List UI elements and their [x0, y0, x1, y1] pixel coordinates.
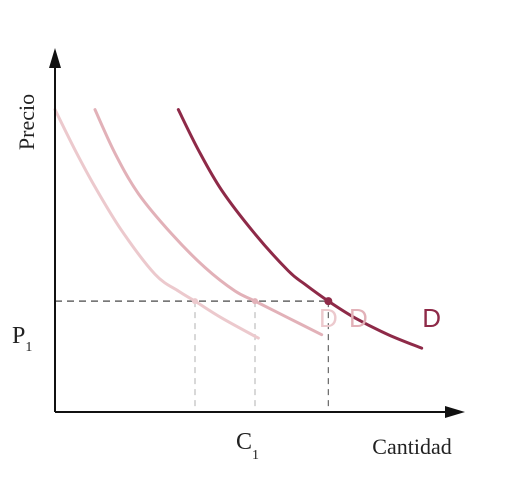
axes	[49, 48, 465, 418]
price-level-subscript: 1	[25, 340, 32, 355]
demand-curve-faint	[53, 108, 260, 340]
demand-curve-label: D	[349, 303, 368, 333]
demand-curve-main	[176, 108, 424, 350]
demand-curve-light	[93, 108, 324, 337]
guide-lines	[55, 300, 329, 412]
y-axis-arrow-icon	[49, 48, 61, 68]
demand-curves	[53, 108, 424, 350]
price-level-label: P1	[12, 323, 32, 355]
intersection-point	[192, 298, 198, 305]
intersection-point	[324, 297, 333, 306]
intersection-point	[252, 298, 258, 305]
demand-curve-label: D	[422, 303, 441, 333]
quantity-level-subscript: 1	[252, 448, 259, 463]
y-axis-label: Precio	[14, 94, 39, 150]
intersection-points	[192, 297, 333, 306]
demand-curve-label: D	[319, 303, 338, 333]
quantity-level-label: C1	[236, 429, 259, 463]
x-axis-label: Cantidad	[372, 434, 451, 459]
price-level-letter: P	[12, 323, 25, 349]
quantity-level-letter: C	[236, 429, 252, 455]
x-axis-arrow-icon	[445, 406, 465, 418]
